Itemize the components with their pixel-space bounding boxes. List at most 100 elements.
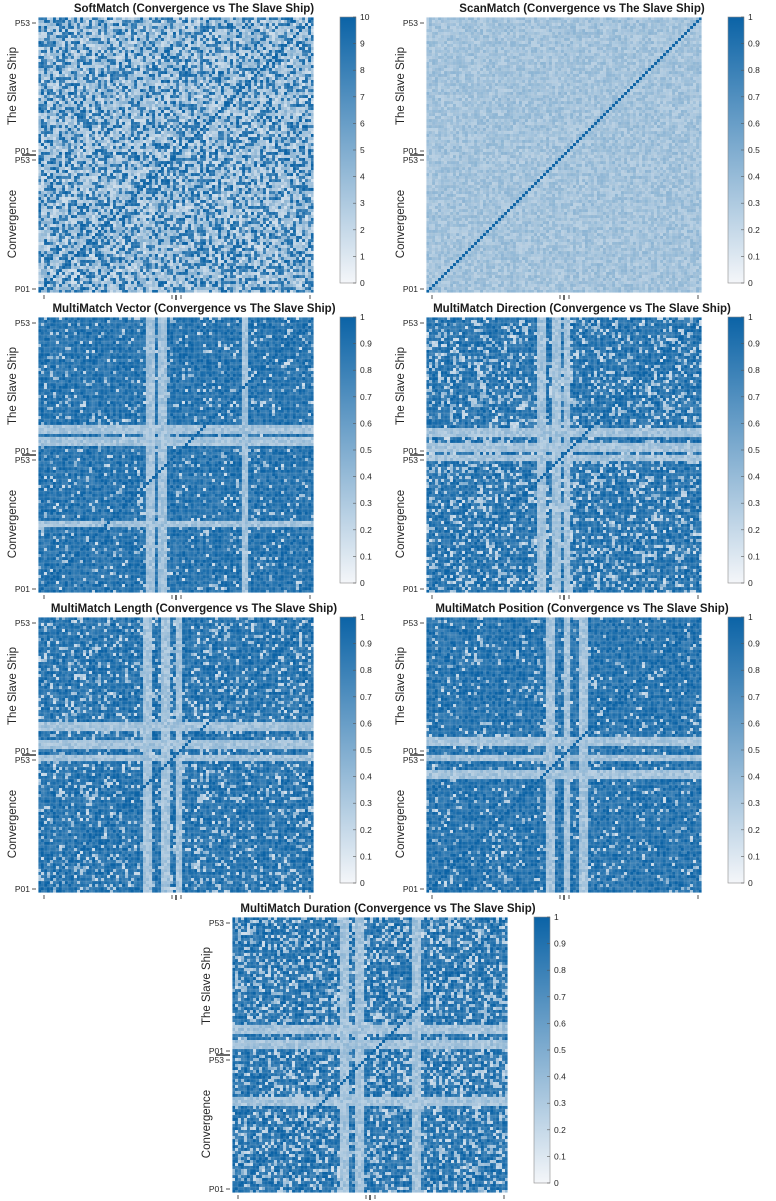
colorbar-tick-label: 0.7: [748, 692, 760, 702]
y-group-label: Convergence: [395, 190, 407, 258]
colorbar-tick-label: 0.1: [360, 551, 372, 561]
y-group-label: The Slave Ship: [7, 347, 19, 425]
heatmap-svg: SoftMatch (Convergence vs The Slave Ship…: [7, 3, 370, 300]
colorbar-tick-label: 0.5: [748, 445, 760, 455]
colorbar-tick-label: 0.8: [554, 965, 566, 975]
y-tick-label: P01: [403, 584, 418, 594]
colorbar-tick-label: 0.4: [360, 472, 372, 482]
colorbar-tick-label: 0.3: [360, 498, 372, 508]
y-group-label: Convergence: [395, 790, 407, 858]
y-group-label: Convergence: [7, 790, 19, 858]
colorbar-tick-label: 0: [360, 278, 365, 288]
chart-title: ScanMatch (Convergence vs The Slave Ship…: [459, 3, 705, 15]
y-group-label: The Slave Ship: [201, 947, 213, 1025]
y-tick-label: P53: [15, 455, 30, 465]
heatmap-svg: ScanMatch (Convergence vs The Slave Ship…: [395, 3, 760, 300]
y-tick-label: P01: [403, 446, 418, 456]
colorbar-tick-label: 0.3: [748, 198, 760, 208]
y-tick-label: P53: [403, 455, 418, 465]
heatmap-svg: MultiMatch Length (Convergence vs The Sl…: [7, 603, 372, 900]
heatmap-svg: MultiMatch Duration (Convergence vs The …: [201, 903, 566, 1200]
colorbar-tick-label: 0.9: [360, 339, 372, 349]
y-tick-label: P01: [403, 146, 418, 156]
colorbar-tick-label: 0: [748, 578, 753, 588]
heatmap-panel-scanmatch: ScanMatch (Convergence vs The Slave Ship…: [388, 0, 776, 300]
colorbar-tick-label: 0.3: [748, 798, 760, 808]
y-group-label: Convergence: [7, 490, 19, 558]
y-tick-label: P53: [15, 155, 30, 165]
y-group-label: Convergence: [201, 1090, 213, 1158]
colorbar-tick-label: 0.9: [360, 639, 372, 649]
heatmap-svg: MultiMatch Position (Convergence vs The …: [395, 603, 760, 900]
colorbar-tick-label: 0.6: [554, 1018, 566, 1028]
colorbar-tick-label: 1: [360, 251, 365, 261]
colorbar-tick-label: 0.1: [748, 551, 760, 561]
colorbar-tick-label: 0.9: [554, 939, 566, 949]
y-tick-label: P01: [403, 746, 418, 756]
colorbar-tick-label: 9: [360, 39, 365, 49]
colorbar-tick-label: 0.6: [360, 718, 372, 728]
y-group-label: The Slave Ship: [395, 347, 407, 425]
y-group-label: The Slave Ship: [7, 647, 19, 725]
colorbar-tick-label: 1: [360, 312, 365, 322]
chart-title: MultiMatch Duration (Convergence vs The …: [240, 903, 535, 915]
colorbar-tick-label: 0.4: [748, 472, 760, 482]
colorbar-tick-label: 7: [360, 92, 365, 102]
colorbar-tick-label: 0.7: [748, 92, 760, 102]
colorbar-tick-label: 0.3: [360, 798, 372, 808]
colorbar-tick-label: 0.7: [554, 992, 566, 1002]
colorbar-tick-label: 0.4: [748, 172, 760, 182]
colorbar-tick-label: 0.7: [360, 692, 372, 702]
colorbar-tick-label: 0.6: [748, 418, 760, 428]
y-tick-label: P01: [15, 584, 30, 594]
y-tick-label: P53: [403, 755, 418, 765]
colorbar-tick-label: 0.9: [748, 639, 760, 649]
colorbar-tick-label: 0.4: [554, 1072, 566, 1082]
colorbar-tick-label: 1: [748, 312, 753, 322]
colorbar-tick-label: 0.5: [748, 145, 760, 155]
colorbar-tick-label: 0: [748, 878, 753, 888]
colorbar-tick-label: 4: [360, 172, 365, 182]
colorbar-tick-label: 0.2: [748, 525, 760, 535]
chart-title: SoftMatch (Convergence vs The Slave Ship…: [74, 3, 314, 15]
y-group-label: The Slave Ship: [395, 647, 407, 725]
colorbar-tick-label: 0.1: [360, 851, 372, 861]
y-tick-label: P01: [209, 1184, 224, 1194]
y-tick-label: P53: [15, 755, 30, 765]
colorbar-tick-label: 0.8: [748, 65, 760, 75]
y-tick-label: P53: [403, 618, 418, 628]
colorbar-tick-label: 0.5: [748, 745, 760, 755]
colorbar-tick-label: 0.4: [360, 772, 372, 782]
colorbar-tick-label: 0.8: [360, 365, 372, 375]
y-group-label: Convergence: [395, 490, 407, 558]
colorbar-tick-label: 0.2: [360, 525, 372, 535]
colorbar-tick-label: 0.1: [748, 251, 760, 261]
colorbar-tick-label: 0.2: [748, 825, 760, 835]
colorbar-tick-label: 0.7: [748, 392, 760, 402]
y-group-label: The Slave Ship: [395, 47, 407, 125]
heatmap-panel-multimatch-position: MultiMatch Position (Convergence vs The …: [388, 600, 776, 900]
y-tick-label: P01: [403, 284, 418, 294]
y-tick-label: P01: [15, 446, 30, 456]
colorbar-tick-label: 0.9: [748, 339, 760, 349]
colorbar-tick-label: 5: [360, 145, 365, 155]
y-tick-label: P01: [403, 884, 418, 894]
heatmap-cell-grid: [425, 616, 703, 894]
y-tick-label: P53: [15, 18, 30, 28]
y-tick-label: P01: [15, 284, 30, 294]
colorbar-tick-label: 1: [748, 12, 753, 22]
chart-title: MultiMatch Position (Convergence vs The …: [435, 603, 728, 615]
colorbar-tick-label: 0.7: [360, 392, 372, 402]
colorbar-tick-label: 0.3: [748, 498, 760, 508]
colorbar-tick-label: 10: [360, 12, 370, 22]
y-tick-label: P53: [403, 318, 418, 328]
colorbar-tick-label: 0.5: [360, 745, 372, 755]
colorbar-tick-label: 0.9: [748, 39, 760, 49]
colorbar-tick-label: 0.1: [554, 1151, 566, 1161]
y-group-label: The Slave Ship: [7, 47, 19, 125]
colorbar-tick-label: 1: [554, 912, 559, 922]
colorbar-tick-label: 1: [748, 612, 753, 622]
y-tick-label: P53: [209, 918, 224, 928]
colorbar-tick-label: 0.3: [554, 1098, 566, 1108]
colorbar-tick-label: 6: [360, 118, 365, 128]
